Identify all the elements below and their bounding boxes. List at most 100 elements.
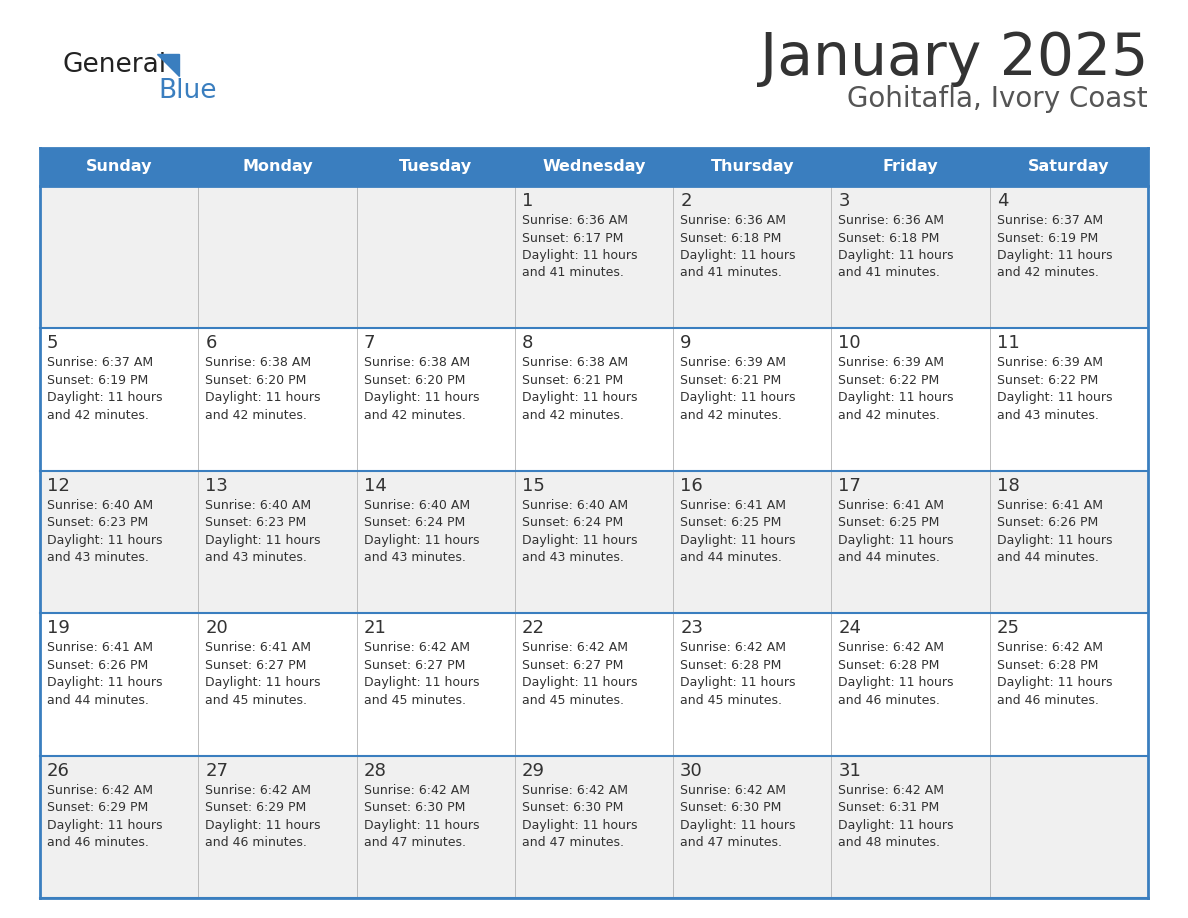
Text: and 44 minutes.: and 44 minutes.	[681, 552, 782, 565]
Text: Sunrise: 6:40 AM: Sunrise: 6:40 AM	[206, 498, 311, 512]
Text: and 44 minutes.: and 44 minutes.	[997, 552, 1099, 565]
Bar	[514, 148, 674, 186]
Text: Sunset: 6:31 PM: Sunset: 6:31 PM	[839, 801, 940, 814]
Text: 3: 3	[839, 192, 849, 210]
Text: Sunrise: 6:42 AM: Sunrise: 6:42 AM	[681, 784, 786, 797]
Text: 16: 16	[681, 476, 703, 495]
Text: 4: 4	[997, 192, 1009, 210]
Text: and 44 minutes.: and 44 minutes.	[48, 694, 148, 707]
Text: Sunset: 6:21 PM: Sunset: 6:21 PM	[681, 374, 782, 386]
Text: and 41 minutes.: and 41 minutes.	[839, 266, 941, 279]
Text: and 42 minutes.: and 42 minutes.	[206, 409, 308, 422]
Text: and 43 minutes.: and 43 minutes.	[206, 552, 308, 565]
Text: Daylight: 11 hours: Daylight: 11 hours	[522, 249, 637, 262]
Text: Sunset: 6:28 PM: Sunset: 6:28 PM	[681, 659, 782, 672]
Text: 11: 11	[997, 334, 1019, 353]
Text: and 42 minutes.: and 42 minutes.	[997, 266, 1099, 279]
Text: Tuesday: Tuesday	[399, 160, 473, 174]
Text: 24: 24	[839, 620, 861, 637]
Text: Sunrise: 6:38 AM: Sunrise: 6:38 AM	[206, 356, 311, 369]
Text: Sunrise: 6:39 AM: Sunrise: 6:39 AM	[681, 356, 786, 369]
Text: Daylight: 11 hours: Daylight: 11 hours	[681, 391, 796, 405]
Text: Sunrise: 6:42 AM: Sunrise: 6:42 AM	[839, 641, 944, 655]
Text: Daylight: 11 hours: Daylight: 11 hours	[839, 677, 954, 689]
Text: 31: 31	[839, 762, 861, 779]
Text: and 45 minutes.: and 45 minutes.	[522, 694, 624, 707]
Text: and 41 minutes.: and 41 minutes.	[681, 266, 782, 279]
Text: Sunrise: 6:37 AM: Sunrise: 6:37 AM	[997, 214, 1102, 227]
Text: Sunrise: 6:42 AM: Sunrise: 6:42 AM	[364, 641, 469, 655]
Text: Sunset: 6:28 PM: Sunset: 6:28 PM	[839, 659, 940, 672]
Text: Sunset: 6:20 PM: Sunset: 6:20 PM	[206, 374, 307, 386]
Text: Wednesday: Wednesday	[542, 160, 646, 174]
Text: 12: 12	[48, 476, 70, 495]
Text: Sunrise: 6:40 AM: Sunrise: 6:40 AM	[48, 498, 153, 512]
Text: 8: 8	[522, 334, 533, 353]
Text: Sunrise: 6:40 AM: Sunrise: 6:40 AM	[364, 498, 469, 512]
Text: Sunset: 6:23 PM: Sunset: 6:23 PM	[206, 516, 307, 530]
Text: 7: 7	[364, 334, 375, 353]
Text: Sunset: 6:17 PM: Sunset: 6:17 PM	[522, 231, 624, 244]
Text: Sunset: 6:19 PM: Sunset: 6:19 PM	[997, 231, 1098, 244]
Text: 30: 30	[681, 762, 703, 779]
Bar	[198, 148, 356, 186]
Bar	[40, 329, 1148, 471]
Text: Daylight: 11 hours: Daylight: 11 hours	[997, 249, 1112, 262]
Text: Sunrise: 6:38 AM: Sunrise: 6:38 AM	[364, 356, 469, 369]
Text: Daylight: 11 hours: Daylight: 11 hours	[206, 391, 321, 405]
Text: and 43 minutes.: and 43 minutes.	[364, 552, 466, 565]
Text: Sunrise: 6:36 AM: Sunrise: 6:36 AM	[839, 214, 944, 227]
Text: Daylight: 11 hours: Daylight: 11 hours	[681, 249, 796, 262]
Text: January 2025: January 2025	[759, 30, 1148, 87]
Text: and 46 minutes.: and 46 minutes.	[206, 836, 308, 849]
Text: Sunrise: 6:42 AM: Sunrise: 6:42 AM	[364, 784, 469, 797]
Text: 23: 23	[681, 620, 703, 637]
Text: Saturday: Saturday	[1028, 160, 1110, 174]
Text: Daylight: 11 hours: Daylight: 11 hours	[206, 533, 321, 547]
Bar	[40, 756, 1148, 898]
Bar	[356, 148, 514, 186]
Text: Sunset: 6:22 PM: Sunset: 6:22 PM	[839, 374, 940, 386]
Text: Sunset: 6:18 PM: Sunset: 6:18 PM	[839, 231, 940, 244]
Text: 29: 29	[522, 762, 545, 779]
Bar	[832, 148, 990, 186]
Text: and 44 minutes.: and 44 minutes.	[839, 552, 941, 565]
Text: Daylight: 11 hours: Daylight: 11 hours	[522, 677, 637, 689]
Text: and 43 minutes.: and 43 minutes.	[48, 552, 148, 565]
Text: Sunrise: 6:41 AM: Sunrise: 6:41 AM	[839, 498, 944, 512]
Text: Daylight: 11 hours: Daylight: 11 hours	[997, 391, 1112, 405]
Text: Sunrise: 6:36 AM: Sunrise: 6:36 AM	[522, 214, 627, 227]
Text: Thursday: Thursday	[710, 160, 794, 174]
Text: and 42 minutes.: and 42 minutes.	[364, 409, 466, 422]
Text: General: General	[62, 52, 166, 78]
Text: and 47 minutes.: and 47 minutes.	[364, 836, 466, 849]
Text: 21: 21	[364, 620, 386, 637]
Text: Daylight: 11 hours: Daylight: 11 hours	[206, 677, 321, 689]
Text: Daylight: 11 hours: Daylight: 11 hours	[681, 677, 796, 689]
Text: Daylight: 11 hours: Daylight: 11 hours	[48, 819, 163, 832]
Text: Daylight: 11 hours: Daylight: 11 hours	[839, 249, 954, 262]
Text: Sunrise: 6:42 AM: Sunrise: 6:42 AM	[839, 784, 944, 797]
Text: Sunrise: 6:42 AM: Sunrise: 6:42 AM	[522, 641, 627, 655]
Text: Sunset: 6:27 PM: Sunset: 6:27 PM	[206, 659, 307, 672]
Text: Sunrise: 6:41 AM: Sunrise: 6:41 AM	[681, 498, 786, 512]
Text: 1: 1	[522, 192, 533, 210]
Text: Daylight: 11 hours: Daylight: 11 hours	[681, 533, 796, 547]
Text: Sunset: 6:27 PM: Sunset: 6:27 PM	[522, 659, 624, 672]
Text: Sunrise: 6:36 AM: Sunrise: 6:36 AM	[681, 214, 786, 227]
Text: Sunset: 6:24 PM: Sunset: 6:24 PM	[522, 516, 624, 530]
Text: Sunset: 6:19 PM: Sunset: 6:19 PM	[48, 374, 148, 386]
Text: Sunrise: 6:42 AM: Sunrise: 6:42 AM	[522, 784, 627, 797]
Text: and 46 minutes.: and 46 minutes.	[48, 836, 148, 849]
Text: and 42 minutes.: and 42 minutes.	[522, 409, 624, 422]
Text: Friday: Friday	[883, 160, 939, 174]
Bar	[990, 148, 1148, 186]
Text: Sunday: Sunday	[86, 160, 152, 174]
Text: and 48 minutes.: and 48 minutes.	[839, 836, 941, 849]
Text: and 42 minutes.: and 42 minutes.	[48, 409, 148, 422]
Text: Sunrise: 6:41 AM: Sunrise: 6:41 AM	[997, 498, 1102, 512]
Text: and 47 minutes.: and 47 minutes.	[681, 836, 782, 849]
Text: Sunset: 6:30 PM: Sunset: 6:30 PM	[681, 801, 782, 814]
Text: Sunrise: 6:39 AM: Sunrise: 6:39 AM	[839, 356, 944, 369]
Text: Daylight: 11 hours: Daylight: 11 hours	[997, 533, 1112, 547]
